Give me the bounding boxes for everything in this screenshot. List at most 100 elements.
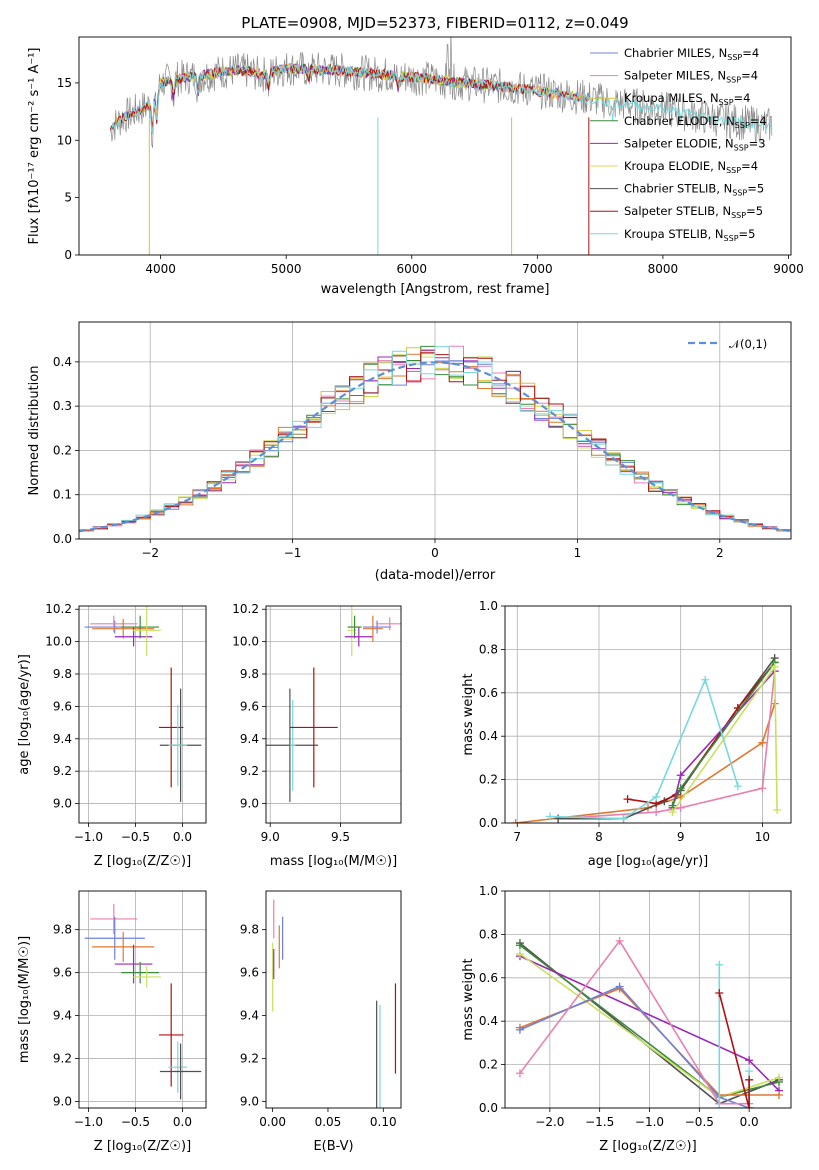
- y-tick-label: 0.0: [479, 816, 498, 830]
- x-tick-label: 7: [513, 830, 521, 844]
- x-tick-label: 2: [716, 546, 724, 560]
- legend-label: Kroupa ELODIE, NSSP=4: [624, 159, 758, 175]
- mass-vs-ebv-panel: 0.00 0.05 0.10 9.0 9.2 9.4 9.6 9.8 E(B-V): [240, 890, 402, 1154]
- mass-weight-marker: [745, 1056, 754, 1065]
- x-tick-label: 8: [595, 830, 603, 844]
- massweight-vs-age-panel: 7 8 9 10 0.0 0.2 0.4 0.6 0.8 1.0 age [log₁₀(age/yr…: [461, 599, 792, 869]
- mass-weight-marker: [652, 792, 661, 801]
- y-tick-label: 0.3: [53, 399, 72, 413]
- x-tick-label: −2: [141, 546, 159, 560]
- axes-frame: [504, 605, 792, 824]
- axes-frame: [504, 890, 792, 1109]
- axes-frame: [78, 890, 207, 1109]
- mass-weight-marker: [676, 784, 685, 793]
- mass-weight-line: [519, 939, 750, 1105]
- mass-weight-marker: [623, 795, 632, 804]
- x-tick-label: 1: [574, 546, 582, 560]
- x-tick-label: −0.5: [121, 1115, 150, 1129]
- gaussian-reference-curve: [79, 361, 791, 533]
- y-tick-label: 0.2: [479, 773, 498, 787]
- x-tick-label: 0: [431, 546, 439, 560]
- y-tick-label: 9.8: [240, 923, 259, 937]
- y-tick-label: 9.8: [53, 923, 72, 937]
- y-tick-label: 9.2: [240, 764, 259, 778]
- plot-area: [79, 345, 791, 533]
- mass-weight-marker: [676, 803, 685, 812]
- y-axis-label: mass weight: [461, 958, 476, 1040]
- x-tick-label: −1.0: [635, 1115, 664, 1129]
- figure-title: PLATE=0908, MJD=52373, FIBERID=0112, z=0…: [241, 14, 628, 32]
- y-tick-label: 9.2: [240, 1052, 259, 1066]
- mass-weight-marker: [745, 1104, 754, 1108]
- x-tick-label: 0.10: [370, 1115, 397, 1129]
- y-tick-label: 0.8: [479, 642, 498, 656]
- plot-area: [109, 37, 773, 255]
- legend-label: Salpeter STELIB, NSSP=5: [624, 204, 763, 220]
- x-tick-label: −2.0: [535, 1115, 564, 1129]
- mass-weight-marker: [715, 960, 724, 969]
- y-axis-label: mass [log₁₀(M/M☉)]: [17, 936, 32, 1063]
- x-tick-label: 4000: [145, 262, 176, 276]
- axes-frame: [78, 605, 207, 824]
- x-axis-label: mass [log₁₀(M/M☉)]: [270, 854, 397, 869]
- x-tick-label: −1: [284, 546, 302, 560]
- y-tick-label: 9.6: [240, 966, 259, 980]
- axes-frame: [78, 36, 792, 256]
- mass-weight-marker: [701, 675, 710, 684]
- x-axis-label: wavelength [Angstrom, rest frame]: [321, 282, 550, 297]
- x-tick-label: 0.0: [740, 1115, 759, 1129]
- x-axis-label: Z [log₁₀(Z/Z☉)]: [599, 1139, 696, 1154]
- x-tick-label: 10: [755, 830, 770, 844]
- y-axis-label: Normed distribution: [27, 366, 42, 496]
- mass-weight-marker: [773, 805, 782, 814]
- y-tick-label: 9.4: [240, 732, 259, 746]
- y-tick-label: 9.0: [53, 797, 72, 811]
- y-tick-label: 9.6: [53, 699, 72, 713]
- plot-area: [84, 903, 202, 1100]
- legend-label: Salpeter ELODIE, NSSP=3: [624, 136, 766, 152]
- x-tick-label: 0.0: [173, 830, 192, 844]
- y-tick-label: 9.6: [53, 966, 72, 980]
- mass-weight-marker: [775, 1073, 784, 1082]
- x-tick-label: 9: [677, 830, 685, 844]
- legend-label: Chabrier MILES, NSSP=4: [624, 46, 759, 62]
- mass-weight-marker: [615, 982, 624, 991]
- y-axis-label: age [log₁₀(age/yr)]: [17, 654, 32, 775]
- mass-weight-marker: [676, 771, 685, 780]
- y-tick-label: 9.2: [53, 764, 72, 778]
- residuals-panel: −2 −1 0 1 2 0.0 0.1 0.2 0.3 0.4 𝒩(0,1) (data-model)…: [27, 321, 792, 583]
- y-tick-label: 10.2: [45, 602, 72, 616]
- spectrum-model-line: [109, 63, 591, 131]
- mass-weight-marker: [745, 1067, 754, 1076]
- y-tick-label: 9.4: [240, 1009, 259, 1023]
- mass-weight-marker: [515, 949, 524, 958]
- axes-frame: [265, 605, 402, 824]
- y-tick-label: 15: [57, 76, 72, 90]
- x-axis-label: Z [log₁₀(Z/Z☉)]: [94, 1139, 191, 1154]
- y-tick-label: 0.8: [479, 927, 498, 941]
- y-tick-label: 9.0: [53, 1095, 72, 1109]
- x-tick-label: 7000: [522, 262, 553, 276]
- y-tick-label: 10.2: [232, 602, 259, 616]
- legend-label: Kroupa STELIB, NSSP=5: [624, 227, 755, 243]
- y-tick-label: 0.6: [479, 686, 498, 700]
- y-tick-label: 9.2: [53, 1052, 72, 1066]
- y-tick-label: 10.0: [232, 635, 259, 649]
- residual-histogram: [79, 346, 791, 531]
- mass-weight-marker: [652, 808, 661, 817]
- spectrum-panel: 4000 5000 6000 7000 8000 9000 0 5 10 15 Chabrier M…: [27, 36, 804, 297]
- y-axis-label: Flux [fλ10⁻¹⁷ erg cm⁻² s⁻¹ A⁻¹]: [27, 48, 42, 245]
- x-tick-label: 0.0: [173, 1115, 192, 1129]
- y-tick-label: 9.6: [240, 699, 259, 713]
- y-tick-label: 0.2: [53, 443, 72, 457]
- plot-area: [515, 936, 784, 1108]
- y-tick-label: 0.1: [53, 488, 72, 502]
- x-tick-label: 9000: [773, 262, 804, 276]
- legend-label: Kroupa MILES, NSSP=4: [624, 91, 750, 107]
- y-tick-label: 0: [64, 248, 72, 262]
- legend-label: Salpeter MILES, NSSP=4: [624, 69, 758, 85]
- age-vs-metallicity-panel: −1.0 −0.5 0.0 9.0 9.2 9.4 9.6 9.8 10.0 10.2 Z [log…: [17, 602, 207, 869]
- mass-weight-marker: [515, 1025, 524, 1034]
- y-axis-label: mass weight: [461, 673, 476, 755]
